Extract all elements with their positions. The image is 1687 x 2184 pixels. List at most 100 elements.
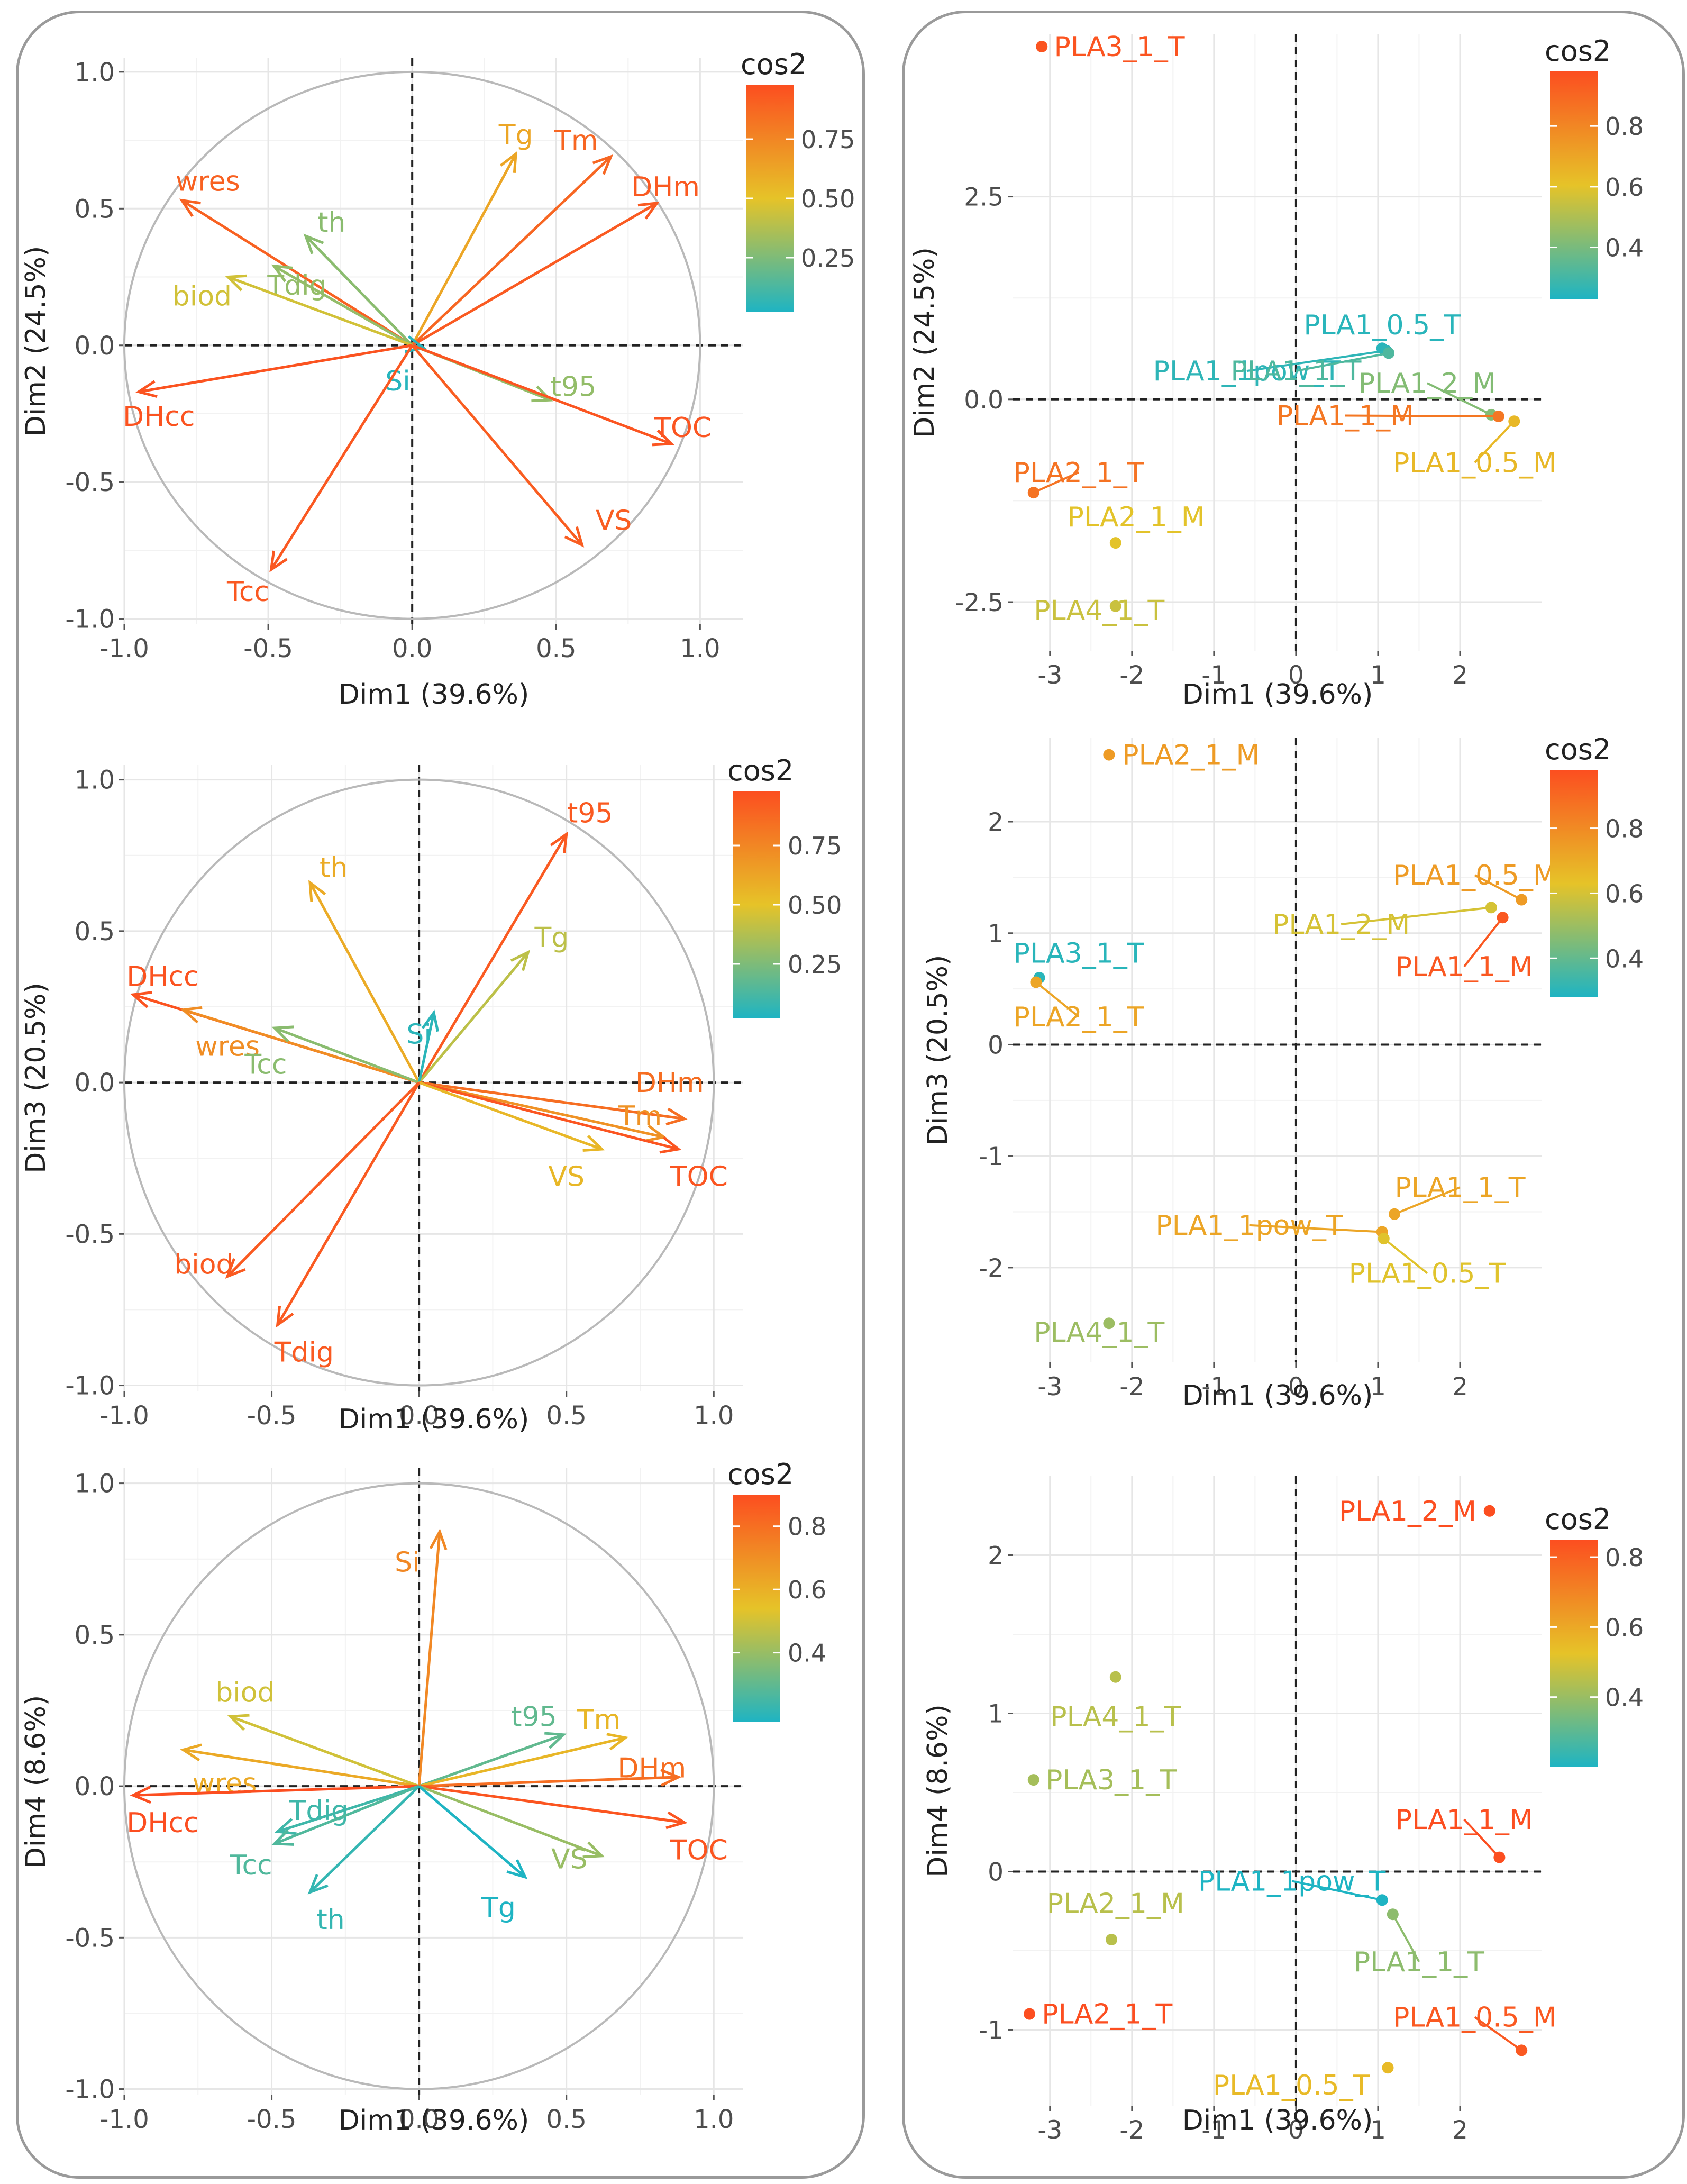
vector-label-DHcc: DHcc bbox=[126, 1807, 198, 1839]
legend-title: cos2 bbox=[727, 1458, 794, 1491]
legend-tick-label: 0.4 bbox=[1605, 234, 1644, 262]
x-tick-label: -1 bbox=[1201, 2116, 1226, 2145]
arrowhead-biod bbox=[225, 274, 247, 292]
y-tick-label: -1.0 bbox=[65, 605, 115, 634]
point-PLA3_1_T bbox=[1027, 1774, 1039, 1786]
point-label-PLA2_1_M: PLA2_1_M bbox=[1067, 502, 1205, 533]
point-label-PLA2_1_M: PLA2_1_M bbox=[1122, 740, 1260, 771]
arrowhead-VS bbox=[582, 1841, 605, 1859]
x-axis-title: Dim1 (39.6%) bbox=[339, 2105, 530, 2136]
vector-label-DHm: DHm bbox=[617, 1753, 686, 1785]
arrowhead-Tm bbox=[644, 1124, 667, 1142]
point-label-PLA1_1_T: PLA1_1_T bbox=[1354, 1946, 1484, 1978]
vector-label-Tcc: Tcc bbox=[230, 1850, 272, 1881]
legend-title: cos2 bbox=[1545, 1503, 1611, 1536]
leader-line bbox=[1033, 471, 1079, 494]
y-tick-label: 2 bbox=[988, 808, 1004, 837]
vector-Tdig bbox=[276, 1081, 421, 1326]
leader-line bbox=[1249, 1224, 1382, 1233]
arrowhead-Si bbox=[421, 1009, 440, 1032]
vector-label-Tm: Tm bbox=[554, 125, 598, 157]
point-label-PLA2_1_T: PLA2_1_T bbox=[1042, 1999, 1172, 2031]
y-axis-title: Dim3 (20.5%) bbox=[20, 982, 52, 1173]
legend-title: cos2 bbox=[1545, 34, 1611, 68]
arrowhead-DHcc bbox=[130, 1786, 151, 1804]
vector-label-Tg: Tg bbox=[498, 120, 533, 151]
vector-th bbox=[308, 882, 421, 1084]
point-label-PLA1_1_M: PLA1_1_M bbox=[1396, 951, 1533, 983]
x-tick-label: -0.5 bbox=[247, 2105, 297, 2134]
leader-line bbox=[1474, 874, 1522, 901]
leader-line bbox=[1463, 1818, 1500, 1858]
arrowhead-t95 bbox=[550, 831, 568, 853]
arrowhead-Tcc bbox=[269, 550, 288, 572]
arrowhead-wres bbox=[179, 198, 201, 217]
leader-line bbox=[1341, 906, 1492, 925]
leader-line bbox=[1383, 1237, 1428, 1274]
vector-label-Tcc: Tcc bbox=[244, 1049, 287, 1081]
vector-VS bbox=[418, 1081, 603, 1151]
point-label-PLA2_1_T: PLA2_1_T bbox=[1014, 1002, 1144, 1033]
vector-label-th: th bbox=[320, 852, 348, 884]
point-label-PLA4_1_T: PLA4_1_T bbox=[1050, 1701, 1181, 1733]
y-tick-label: 1.0 bbox=[75, 766, 115, 795]
x-tick-label: -1.0 bbox=[99, 634, 149, 663]
x-tick-label: -2 bbox=[1119, 2116, 1144, 2145]
vector-label-DHcc: DHcc bbox=[123, 401, 195, 433]
legend-colorbar bbox=[733, 791, 780, 1018]
vector-label-t95: t95 bbox=[567, 798, 613, 830]
y-tick-label: 1.0 bbox=[75, 1469, 115, 1499]
vector-Tdig bbox=[277, 1785, 420, 1833]
y-tick-label: -0.5 bbox=[65, 1923, 115, 1953]
arrowhead-Tm bbox=[606, 1733, 629, 1751]
x-axis-title: Dim1 (39.6%) bbox=[339, 679, 530, 711]
leader-line bbox=[1392, 1914, 1420, 1962]
x-tick-label: 0.5 bbox=[536, 634, 576, 663]
y-tick-label: 1 bbox=[988, 1699, 1004, 1728]
vector-Tcc bbox=[270, 344, 414, 570]
legend-tick-label: 0.25 bbox=[788, 950, 842, 979]
y-tick-label: 0.5 bbox=[75, 1621, 115, 1650]
x-tick-label: 1.0 bbox=[694, 2105, 734, 2134]
y-tick-label: 0.5 bbox=[75, 917, 115, 947]
vector-wres bbox=[183, 1008, 420, 1084]
vector-label-biod: biod bbox=[215, 1677, 275, 1709]
legend-colorbar bbox=[1550, 770, 1598, 997]
vector-VS bbox=[411, 344, 583, 546]
point-label-PLA1_0.5_T: PLA1_0.5_T bbox=[1303, 310, 1461, 341]
vector-biod bbox=[230, 1715, 420, 1788]
point-PLA2_1_T bbox=[1024, 2008, 1036, 2020]
y-tick-label: 0 bbox=[988, 1031, 1004, 1060]
vector-Si bbox=[417, 1532, 441, 1787]
arrowhead-DHcc bbox=[130, 991, 152, 1008]
vector-label-Tdig: Tdig bbox=[267, 270, 326, 302]
y-tick-label: 0.0 bbox=[75, 1772, 115, 1801]
arrowhead-DHcc bbox=[135, 380, 158, 398]
point-label-PLA1_1_M: PLA1_1_M bbox=[1276, 400, 1414, 432]
arrowhead-Tdig bbox=[276, 1305, 294, 1328]
legend-tick-label: 0.8 bbox=[788, 1513, 826, 1541]
leader-line bbox=[1463, 917, 1504, 968]
legend-title: cos2 bbox=[727, 754, 794, 787]
vector-label-TOC: TOC bbox=[670, 1834, 728, 1866]
point-label-PLA1_2_M: PLA1_2_M bbox=[1358, 368, 1496, 399]
arrowhead-biod bbox=[227, 1714, 250, 1731]
x-axis-title: Dim1 (39.6%) bbox=[339, 1404, 530, 1435]
legend-tick-label: 0.25 bbox=[801, 244, 855, 272]
arrowhead-Tg bbox=[500, 151, 518, 174]
arrowhead-wres bbox=[180, 1743, 202, 1762]
x-tick-label: 1 bbox=[1370, 2116, 1386, 2145]
chart-ind-dim12: -3 -2 -1 0 1 2 -2.5 0.0 2.5 Dim1 (39.6%) Dim2 (24.… bbox=[909, 31, 1644, 711]
arrowhead-DHm bbox=[637, 201, 660, 220]
vector-label-wres: wres bbox=[192, 1768, 257, 1799]
vector-Tm bbox=[418, 1081, 664, 1139]
arrowhead-biod bbox=[225, 1258, 246, 1279]
arrowhead-Tg bbox=[506, 1859, 528, 1879]
vector-label-Tdig: Tdig bbox=[274, 1337, 334, 1369]
arrowhead-Tcc bbox=[271, 1829, 294, 1846]
vector-Tg bbox=[418, 1785, 526, 1878]
vector-TOC bbox=[418, 1081, 679, 1151]
chart-var-dim14: -1.0 -0.5 0.0 0.5 1.0 -1.0 -0.5 0.0 0.5 1.0 Dim1 (… bbox=[20, 1458, 826, 2136]
point-PLA3_1_T bbox=[1036, 40, 1048, 52]
point-label-PLA1_0.5_M: PLA1_0.5_M bbox=[1393, 447, 1557, 479]
